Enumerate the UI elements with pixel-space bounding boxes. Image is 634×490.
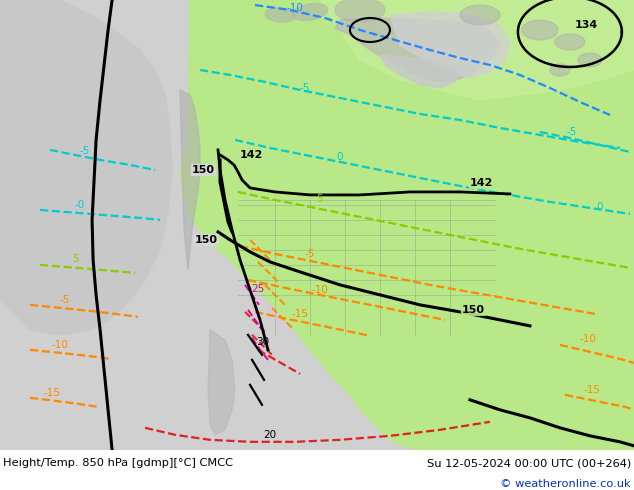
Polygon shape — [292, 3, 328, 21]
Text: -10: -10 — [287, 3, 304, 13]
Text: 150: 150 — [195, 235, 218, 245]
Text: 25: 25 — [252, 284, 264, 294]
Text: 150: 150 — [192, 165, 215, 175]
Polygon shape — [522, 20, 558, 40]
Text: -5: -5 — [80, 146, 90, 156]
Text: Su 12-05-2024 00:00 UTC (00+264): Su 12-05-2024 00:00 UTC (00+264) — [427, 458, 631, 468]
Text: 0: 0 — [597, 202, 603, 212]
Text: 5: 5 — [317, 194, 323, 204]
Text: 30: 30 — [256, 337, 269, 347]
Text: Height/Temp. 850 hPa [gdmp][°C] CMCC: Height/Temp. 850 hPa [gdmp][°C] CMCC — [3, 458, 233, 468]
Text: 5: 5 — [72, 254, 79, 264]
Polygon shape — [550, 64, 570, 76]
Text: 134: 134 — [575, 20, 598, 30]
Polygon shape — [555, 34, 585, 50]
Polygon shape — [335, 18, 500, 82]
Text: -15: -15 — [44, 388, 61, 398]
Text: © weatheronline.co.uk: © weatheronline.co.uk — [500, 479, 631, 489]
Polygon shape — [180, 90, 200, 270]
Polygon shape — [390, 12, 510, 78]
Text: 142: 142 — [470, 178, 493, 188]
Polygon shape — [0, 0, 172, 335]
Text: -5: -5 — [60, 295, 70, 305]
Text: 20: 20 — [264, 430, 276, 440]
Text: -5: -5 — [300, 83, 310, 93]
Text: -15: -15 — [292, 309, 309, 319]
Text: -10: -10 — [51, 340, 68, 350]
Polygon shape — [320, 0, 634, 100]
Text: 0: 0 — [337, 152, 343, 162]
Polygon shape — [460, 5, 500, 25]
Text: 142: 142 — [240, 150, 263, 160]
Text: -0: -0 — [75, 200, 85, 210]
Text: -5: -5 — [305, 249, 315, 259]
Polygon shape — [380, 55, 460, 88]
Polygon shape — [578, 53, 602, 67]
Polygon shape — [265, 8, 295, 22]
Polygon shape — [180, 0, 634, 450]
Text: 150: 150 — [462, 305, 485, 315]
Text: -5: -5 — [567, 127, 577, 137]
Polygon shape — [335, 0, 385, 22]
Text: -10: -10 — [311, 285, 328, 295]
Text: -10: -10 — [579, 334, 597, 344]
Text: -15: -15 — [583, 385, 600, 395]
Polygon shape — [208, 330, 235, 435]
